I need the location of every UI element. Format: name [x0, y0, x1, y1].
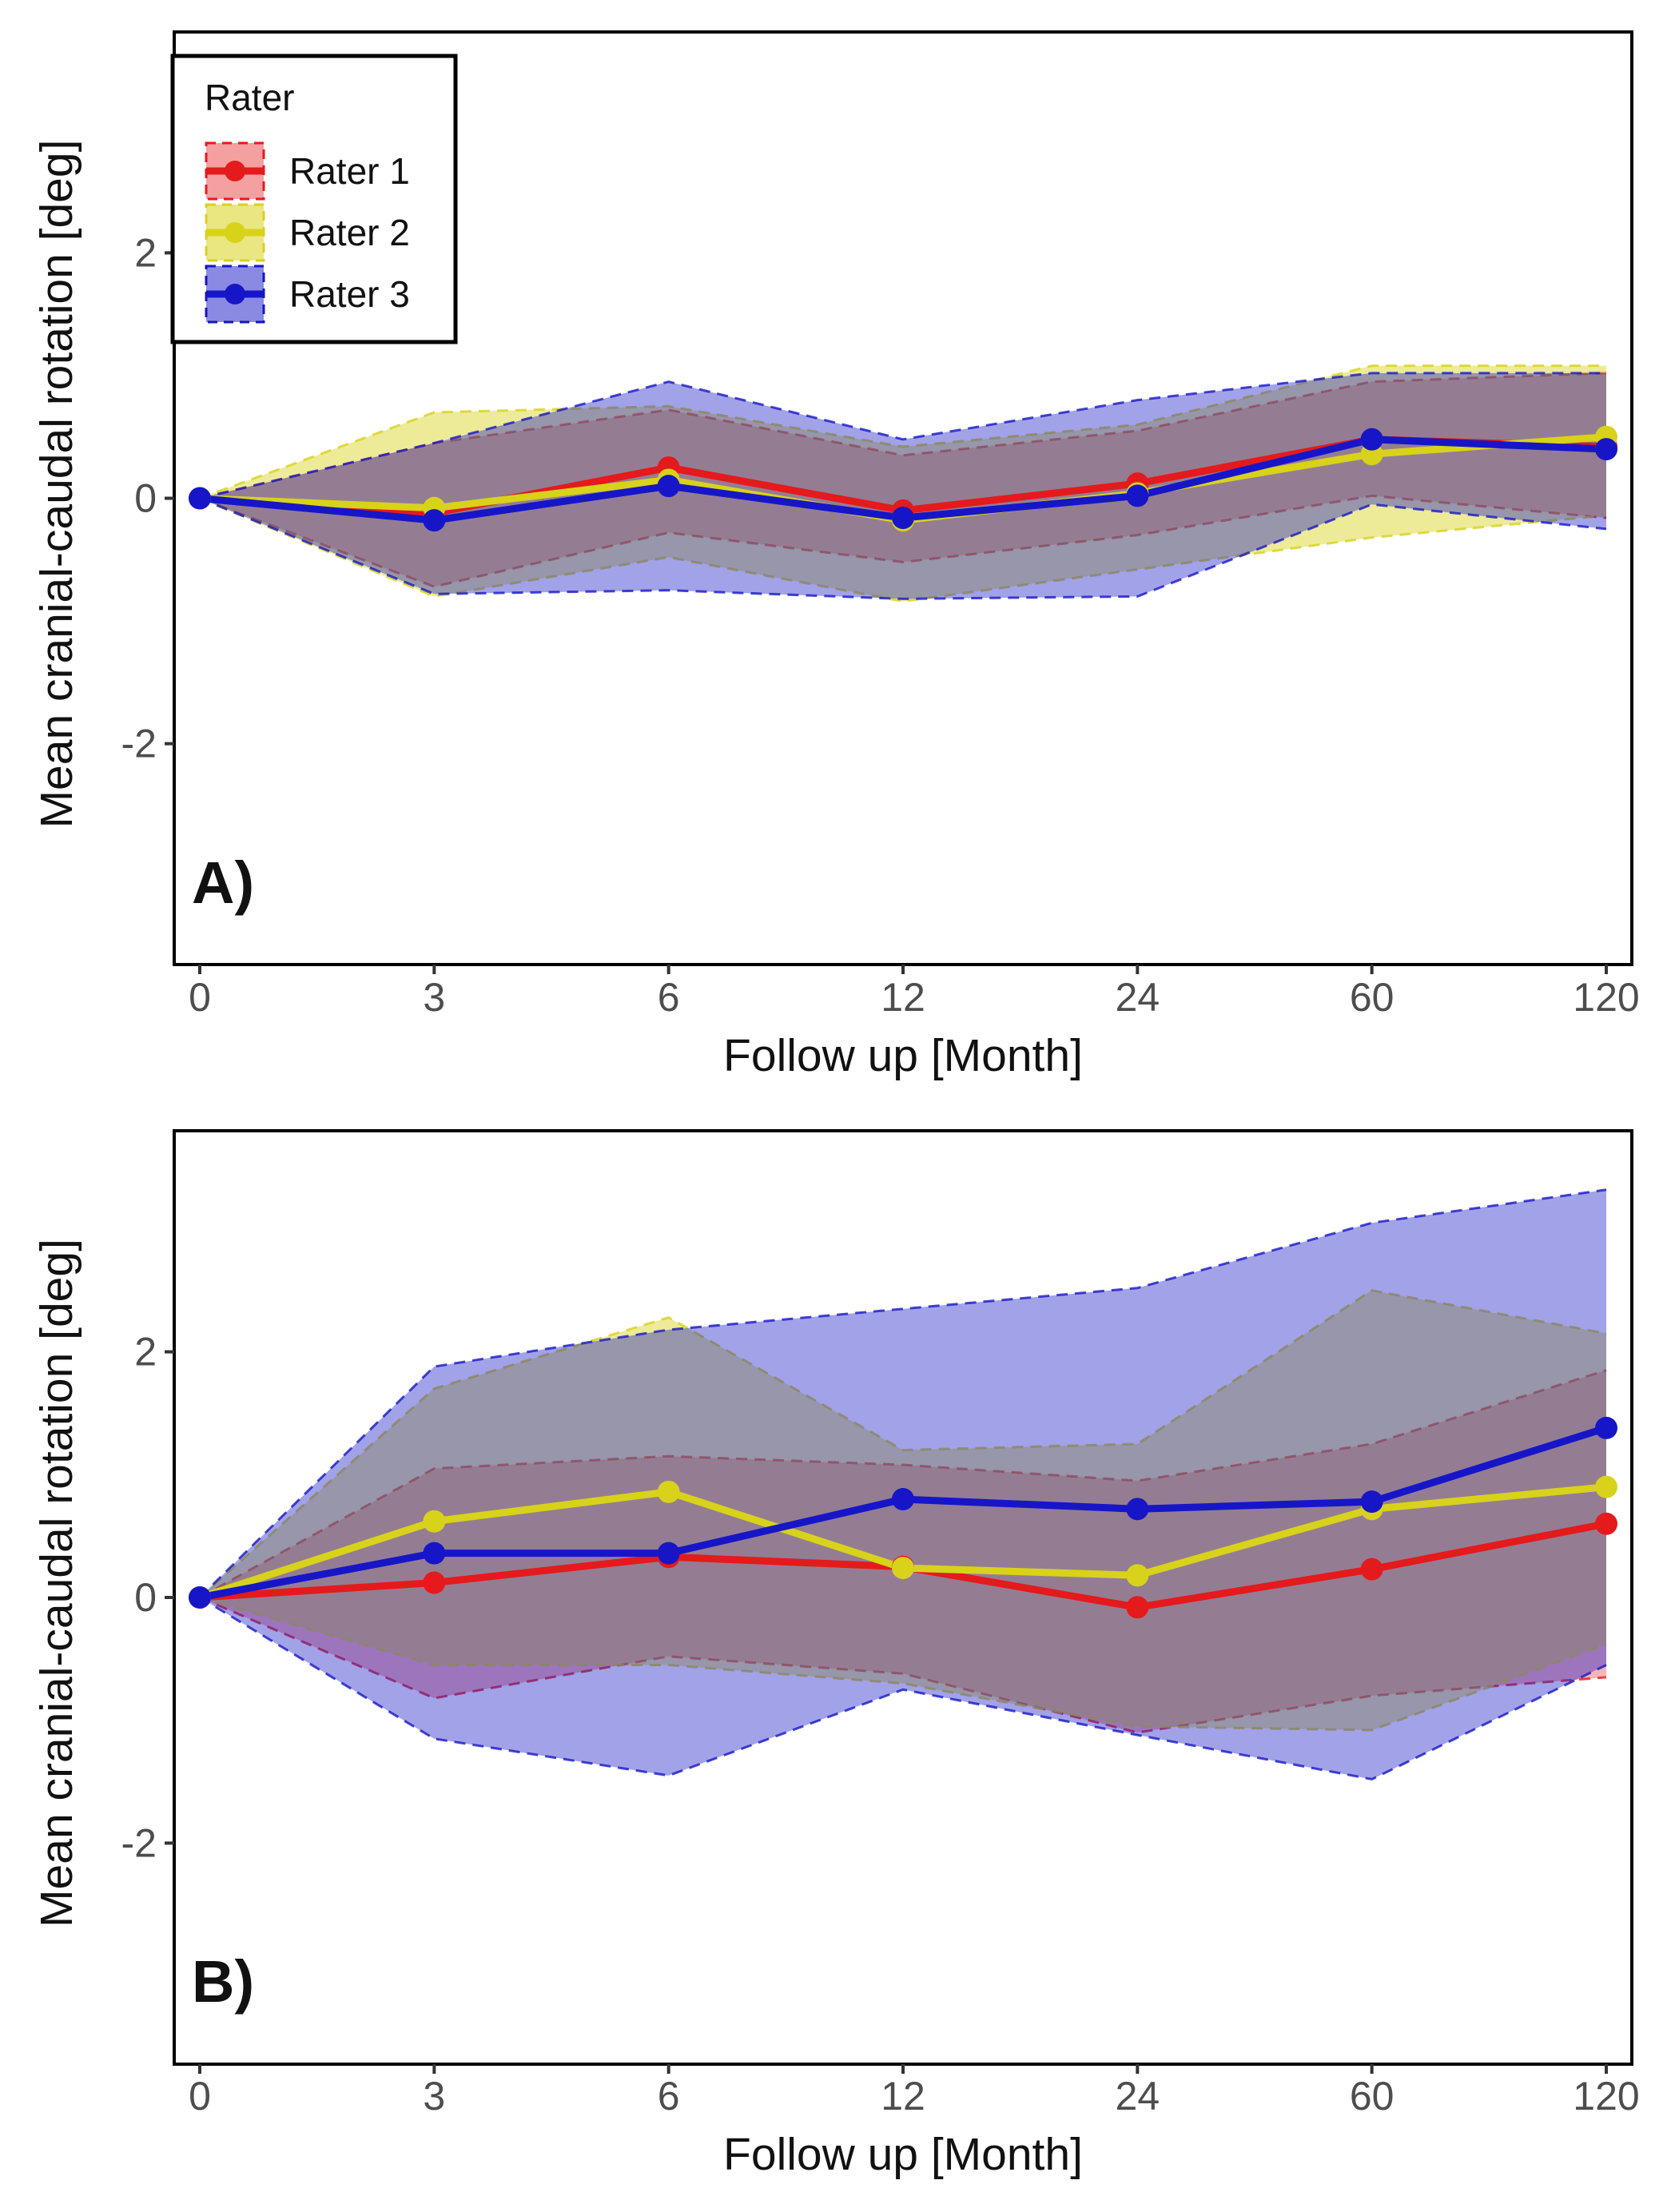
ci-upper-rater-3: [199, 372, 1606, 499]
y-axis-b: -2 0 2: [121, 1330, 174, 1865]
point-rater-3-120: [1595, 438, 1617, 461]
point-rater-3-60: [1360, 1490, 1383, 1514]
y-tick-label-2: 2: [134, 230, 157, 275]
x-tick-label-0: 0: [189, 975, 211, 1020]
legend-key-point-rater-2: [225, 222, 245, 243]
x-tick-label-3: 3: [423, 2074, 445, 2119]
point-rater-1-60: [1360, 1558, 1383, 1581]
legend-label-rater-2: Rater 2: [289, 212, 410, 253]
legend-key-point-rater-1: [225, 161, 245, 181]
x-tick-label-6: 6: [658, 2074, 680, 2119]
x-tick-label-12: 12: [881, 2074, 925, 2119]
legend-label-rater-3: Rater 3: [289, 273, 410, 315]
point-rater-3-0: [189, 1586, 211, 1609]
ci-lower-rater-2: [199, 497, 1607, 603]
point-rater-1-120: [1595, 1512, 1617, 1535]
point-rater-3-24: [1126, 1498, 1149, 1521]
point-rater-2-6: [657, 1480, 680, 1503]
point-rater-3-60: [1360, 428, 1383, 451]
y-tick-label-0: 0: [134, 476, 157, 521]
point-rater-3-6: [657, 1542, 680, 1565]
point-rater-3-120: [1595, 1416, 1617, 1439]
x-tick-label-60: 60: [1350, 975, 1394, 1020]
panel-label-b: B): [192, 1948, 254, 2015]
legend-keys: [205, 141, 265, 324]
point-rater-3-12: [892, 1488, 914, 1511]
ci-upper-rater-2: [199, 364, 1606, 499]
point-rater-3-6: [657, 475, 680, 498]
y-axis-a: -2 0 2: [121, 230, 174, 766]
x-tick-label-12: 12: [881, 975, 925, 1020]
ci-upper-rater-2: [199, 1289, 1607, 1599]
y-axis-title-a: Mean cranial-caudal rotation [deg]: [31, 140, 82, 829]
ci-upper-rater-1: [199, 1369, 1607, 1599]
x-axis-title-a: Follow up [Month]: [723, 1030, 1083, 1081]
x-tick-label-24: 24: [1116, 975, 1160, 1020]
legend-key-point-rater-3: [225, 284, 245, 304]
ci-band-rater-3: [200, 372, 1606, 599]
ci-bands-b: [198, 1188, 1607, 1781]
point-rater-3-3: [423, 509, 446, 532]
y-tick-label-2: -2: [121, 722, 157, 766]
y-tick-label-2: 2: [134, 1330, 157, 1375]
y-axis-title-b: Mean cranial-caudal rotation [deg]: [31, 1239, 82, 1928]
y-tick-label-0: 0: [134, 1575, 157, 1620]
series-points-a: [189, 425, 1617, 532]
ci-band-rater-2: [200, 365, 1606, 602]
point-rater-3-12: [892, 507, 914, 530]
y-tick-label-2: -2: [121, 1820, 157, 1865]
ci-band-rater-1: [200, 1370, 1606, 1733]
point-rater-1-3: [423, 1571, 446, 1594]
ci-lower-rater-3: [199, 1596, 1607, 1781]
x-tick-label-24: 24: [1116, 2074, 1160, 2119]
point-rater-3-24: [1126, 484, 1149, 507]
x-axis-title-b: Follow up [Month]: [723, 2129, 1083, 2180]
panel-label-a: A): [192, 849, 254, 916]
point-rater-2-3: [423, 1510, 446, 1533]
point-rater-2-24: [1126, 1564, 1149, 1587]
legend: Rater Rater 1 Rater 2 Rater 3: [170, 54, 458, 344]
point-rater-2-12: [892, 1557, 914, 1580]
ci-lower-rater-1: [199, 494, 1607, 588]
panel-a: -2 0 2 0 3 6 12 24 60 120 A) Follow up [Month] M…: [31, 30, 1640, 1081]
panel-b: -2 0 2 0 3 6 12 24 60 120 B) Follow up [Month] M…: [31, 1129, 1640, 2180]
x-tick-label-120: 120: [1573, 975, 1639, 1020]
x-axis-a: 0 3 6 12 24 60 120: [189, 965, 1640, 1020]
point-rater-2-120: [1595, 1475, 1617, 1498]
ci-lower-rater-2: [199, 1596, 1607, 1732]
x-tick-label-60: 60: [1350, 2074, 1394, 2119]
point-rater-3-3: [423, 1542, 446, 1565]
x-tick-label-3: 3: [423, 975, 445, 1020]
x-tick-label-6: 6: [658, 975, 680, 1020]
ci-band-rater-3: [200, 1189, 1606, 1780]
x-tick-label-0: 0: [189, 2074, 211, 2119]
ci-bands-a: [199, 364, 1607, 603]
legend-title: Rater: [205, 77, 294, 118]
point-rater-1-24: [1126, 1596, 1149, 1619]
series-points-b: [189, 1416, 1617, 1619]
legend-label-rater-1: Rater 1: [289, 150, 410, 192]
ci-lower-rater-3: [199, 497, 1607, 600]
point-rater-3-0: [189, 487, 211, 510]
x-axis-b: 0 3 6 12 24 60 120: [189, 2064, 1640, 2119]
x-tick-label-120: 120: [1573, 2074, 1639, 2119]
